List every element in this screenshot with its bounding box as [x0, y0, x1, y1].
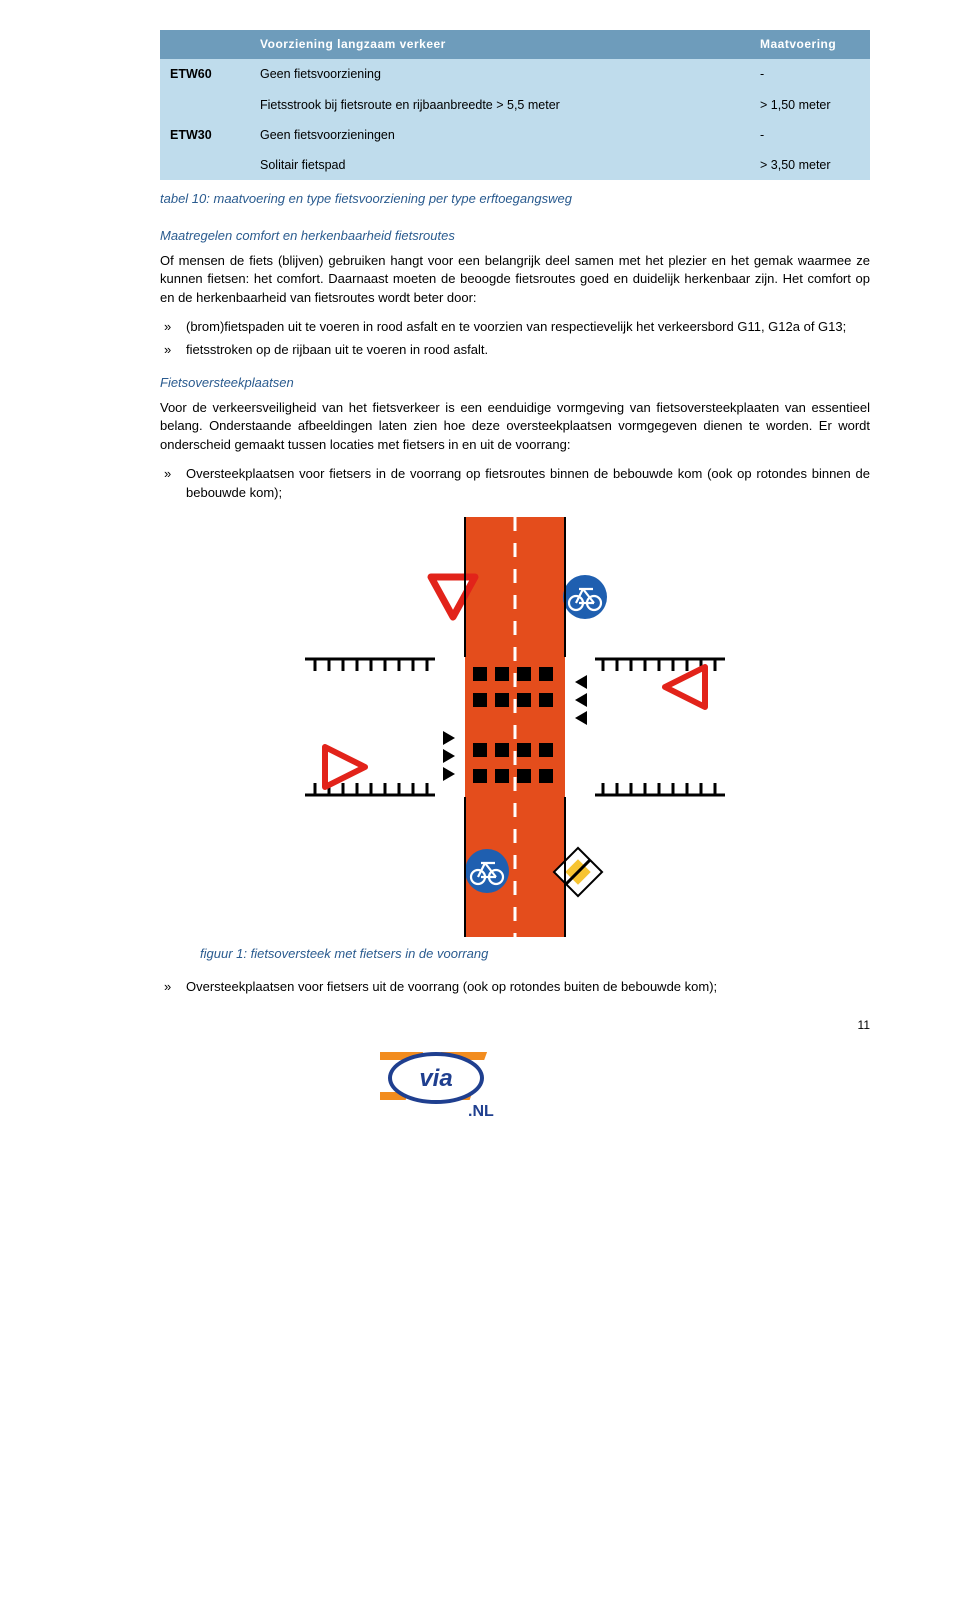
list-item: fietsstroken op de rijbaan uit te voeren…: [186, 341, 870, 360]
bike-sign-icon: [465, 849, 509, 893]
th-blank: [160, 30, 250, 59]
table-row: ETW30 Geen fietsvoorzieningen -: [160, 120, 870, 150]
section1-body: Of mensen de fiets (blijven) gebruiken h…: [160, 252, 870, 309]
cell-maat-2: -: [750, 120, 870, 150]
cell-voorz-1: Fietsstrook bij fietsroute en rijbaanbre…: [250, 90, 750, 120]
cell-etw30: ETW30: [160, 120, 250, 150]
cell-voorz-0: Geen fietsvoorziening: [250, 59, 750, 89]
page-number: 11: [160, 1017, 870, 1034]
list-item: Oversteekplaatsen voor fietsers in de vo…: [186, 465, 870, 503]
table-row: Solitair fietspad > 3,50 meter: [160, 150, 870, 180]
section1-list: (brom)fietspaden uit te voeren in rood a…: [160, 318, 870, 360]
crossing-diagram: [305, 517, 725, 937]
logo-suffix: .NL: [468, 1103, 494, 1120]
section2-list-b: Oversteekplaatsen voor fietsers uit de v…: [160, 978, 870, 997]
section2-body: Voor de verkeersveiligheid van het fiets…: [160, 399, 870, 456]
figure1-caption: figuur 1: fietsoversteek met fietsers in…: [200, 945, 870, 964]
figure-1: [160, 517, 870, 937]
list-item: (brom)fietspaden uit te voeren in rood a…: [186, 318, 870, 337]
via-logo: via .NL: [30, 1044, 870, 1104]
cell-etw60: ETW60: [160, 59, 250, 89]
list-item: Oversteekplaatsen voor fietsers uit de v…: [186, 978, 870, 997]
cell-blank-1: [160, 90, 250, 120]
table-caption: tabel 10: maatvoering en type fietsvoorz…: [160, 190, 870, 209]
cell-voorz-3: Solitair fietspad: [250, 150, 750, 180]
via-logo-icon: via .NL: [380, 1044, 520, 1124]
th-maatvoering: Maatvoering: [750, 30, 870, 59]
section2-head: Fietsoversteekplaatsen: [160, 374, 870, 393]
table-row: ETW60 Geen fietsvoorziening -: [160, 59, 870, 89]
bike-sign-icon: [563, 575, 607, 619]
th-voorziening: Voorziening langzaam verkeer: [250, 30, 750, 59]
cell-maat-1: > 1,50 meter: [750, 90, 870, 120]
cell-voorz-2: Geen fietsvoorzieningen: [250, 120, 750, 150]
cell-blank-3: [160, 150, 250, 180]
table-row: Fietsstrook bij fietsroute en rijbaanbre…: [160, 90, 870, 120]
section1-head: Maatregelen comfort en herkenbaarheid fi…: [160, 227, 870, 246]
svg-text:via: via: [419, 1065, 452, 1092]
section2-list-a: Oversteekplaatsen voor fietsers in de vo…: [160, 465, 870, 503]
cell-maat-0: -: [750, 59, 870, 89]
cell-maat-3: > 3,50 meter: [750, 150, 870, 180]
voorziening-table: Voorziening langzaam verkeer Maatvoering…: [160, 30, 870, 180]
